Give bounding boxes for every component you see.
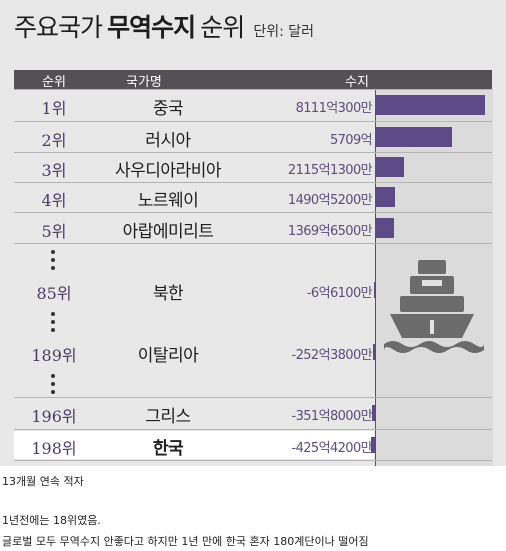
title-prefix: 주요국가 <box>14 13 103 42</box>
caption-3: 글로벌 모두 무역수지 안좋다고 하지만 1년 만에 한국 혼자 180계단이나… <box>2 535 369 548</box>
cargo-ship-icon <box>384 260 484 353</box>
infographic: 주요국가 무역수지 순위 단위: 달러 순위 국가명 수지 1위 중국 8111억3… <box>0 0 506 466</box>
rank-label: 85위 <box>36 284 72 303</box>
value-label: 1369억6500만 <box>287 224 373 239</box>
value-bar <box>371 405 375 421</box>
value-bar <box>372 344 375 360</box>
title-bold: 무역수지 <box>107 13 196 42</box>
row-divider <box>14 212 492 213</box>
country-name: 중국 <box>152 99 184 119</box>
ellipsis-icon <box>50 374 56 398</box>
value-bar <box>375 218 394 238</box>
value-label: -351억8000만 <box>291 409 372 424</box>
country-name: 러시아 <box>145 131 191 151</box>
header-balance: 수지 <box>345 75 369 90</box>
row-divider <box>14 182 492 183</box>
country-name: 한국 <box>152 439 184 459</box>
country-name: 사우디아라비아 <box>115 161 221 181</box>
rank-label: 2위 <box>41 131 67 150</box>
value-bar <box>371 437 375 453</box>
rank-label: 5위 <box>41 222 67 241</box>
rank-label: 189위 <box>31 346 77 365</box>
highlight-row <box>14 431 374 459</box>
table-header: 순위 국가명 수지 <box>14 70 492 90</box>
row-divider <box>14 460 492 461</box>
ellipsis-icon <box>50 312 56 336</box>
row-divider <box>14 121 492 122</box>
row-divider <box>14 152 492 153</box>
row-divider <box>14 397 492 398</box>
rank-label: 198위 <box>31 439 77 458</box>
value-bar <box>375 157 404 177</box>
caption-2: 1년전에는 18위였음. <box>2 514 101 527</box>
value-label: 1490억5200만 <box>287 193 373 208</box>
value-label: -6억6100만 <box>306 286 373 301</box>
ellipsis-icon <box>50 250 56 274</box>
value-bar <box>375 95 485 115</box>
value-label: -425억4200만 <box>291 441 372 456</box>
country-name: 북한 <box>152 284 184 304</box>
row-divider <box>14 429 492 430</box>
row-divider <box>14 89 492 90</box>
header-country: 국가명 <box>126 75 162 90</box>
unit-label: 단위: 달러 <box>253 24 315 40</box>
rank-label: 1위 <box>41 99 67 118</box>
title-suffix: 순위 <box>200 13 245 42</box>
value-label: -252억3800만 <box>291 348 372 363</box>
value-bar <box>375 187 396 207</box>
value-bar <box>374 282 375 298</box>
header-rank: 순위 <box>42 75 66 90</box>
chart-title: 주요국가 무역수지 순위 단위: 달러 <box>14 8 314 42</box>
country-name: 이탈리아 <box>137 346 199 366</box>
rank-label: 3위 <box>41 161 67 180</box>
country-name: 그리스 <box>145 407 191 427</box>
rank-label: 4위 <box>41 191 67 210</box>
caption-1: 13개월 연속 적자 <box>2 475 84 488</box>
value-label: 2115억1300만 <box>287 163 373 178</box>
rank-label: 196위 <box>31 407 77 426</box>
value-label: 8111억300만 <box>295 101 373 116</box>
row-divider <box>14 243 492 244</box>
value-label: 5709억 <box>329 133 373 148</box>
value-bar <box>375 127 453 147</box>
country-name: 아랍에미리트 <box>122 222 214 242</box>
country-name: 노르웨이 <box>137 191 199 211</box>
